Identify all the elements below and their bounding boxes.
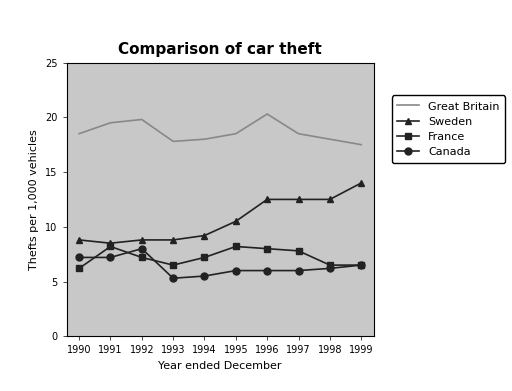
Y-axis label: Thefts per 1,000 vehicles: Thefts per 1,000 vehicles [30, 129, 39, 270]
Canada [76, 255, 82, 260]
France [201, 255, 207, 260]
Great Britain [108, 120, 114, 125]
Great Britain [233, 131, 239, 136]
Sweden [201, 233, 207, 238]
Line: Canada: Canada [76, 245, 365, 282]
France [295, 249, 302, 253]
Great Britain [358, 142, 365, 147]
Sweden [108, 241, 114, 246]
France [264, 246, 270, 251]
Canada [170, 276, 176, 281]
Canada [264, 268, 270, 273]
Sweden [233, 219, 239, 224]
Sweden [295, 197, 302, 202]
Legend: Great Britain, Sweden, France, Canada: Great Britain, Sweden, France, Canada [392, 95, 505, 163]
Great Britain [76, 131, 82, 136]
Canada [139, 246, 145, 251]
Great Britain [139, 117, 145, 122]
France [327, 263, 333, 267]
Great Britain [295, 131, 302, 136]
Canada [233, 268, 239, 273]
Canada [358, 263, 365, 267]
Canada [201, 274, 207, 278]
Canada [327, 266, 333, 271]
Sweden [327, 197, 333, 202]
France [139, 255, 145, 260]
France [233, 244, 239, 249]
Line: France: France [76, 243, 365, 272]
Line: Great Britain: Great Britain [79, 114, 361, 145]
Great Britain [327, 137, 333, 142]
France [358, 263, 365, 267]
France [108, 244, 114, 249]
Sweden [264, 197, 270, 202]
Great Britain [264, 112, 270, 117]
Line: Sweden: Sweden [76, 179, 365, 247]
France [76, 266, 82, 271]
Sweden [139, 238, 145, 242]
Sweden [358, 181, 365, 185]
Sweden [170, 238, 176, 242]
France [170, 263, 176, 267]
Canada [295, 268, 302, 273]
X-axis label: Year ended December: Year ended December [158, 361, 282, 371]
Great Britain [170, 139, 176, 144]
Great Britain [201, 137, 207, 142]
Sweden [76, 238, 82, 242]
Canada [108, 255, 114, 260]
Title: Comparison of car theft: Comparison of car theft [118, 42, 322, 57]
